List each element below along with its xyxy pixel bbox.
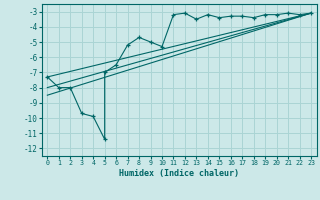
X-axis label: Humidex (Indice chaleur): Humidex (Indice chaleur) — [119, 169, 239, 178]
